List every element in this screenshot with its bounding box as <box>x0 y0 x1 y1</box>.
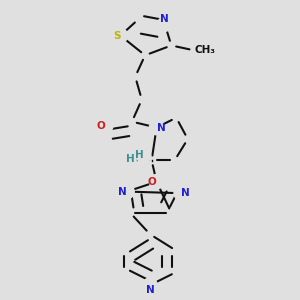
Circle shape <box>149 120 164 135</box>
Text: O: O <box>148 177 157 187</box>
Text: N: N <box>181 188 190 198</box>
Text: S: S <box>113 31 120 40</box>
Text: H: H <box>127 154 135 164</box>
Circle shape <box>158 17 172 31</box>
Text: H: H <box>135 151 143 160</box>
Circle shape <box>174 186 188 200</box>
Circle shape <box>98 119 113 133</box>
Circle shape <box>120 184 134 199</box>
Circle shape <box>143 278 157 292</box>
Circle shape <box>113 28 128 43</box>
Text: N: N <box>160 14 169 24</box>
Text: N: N <box>157 123 165 133</box>
Circle shape <box>136 148 151 163</box>
Circle shape <box>149 175 164 189</box>
Text: N: N <box>118 187 127 196</box>
Text: N: N <box>146 285 154 295</box>
Text: O: O <box>97 121 106 131</box>
Text: CH₃: CH₃ <box>194 45 215 56</box>
